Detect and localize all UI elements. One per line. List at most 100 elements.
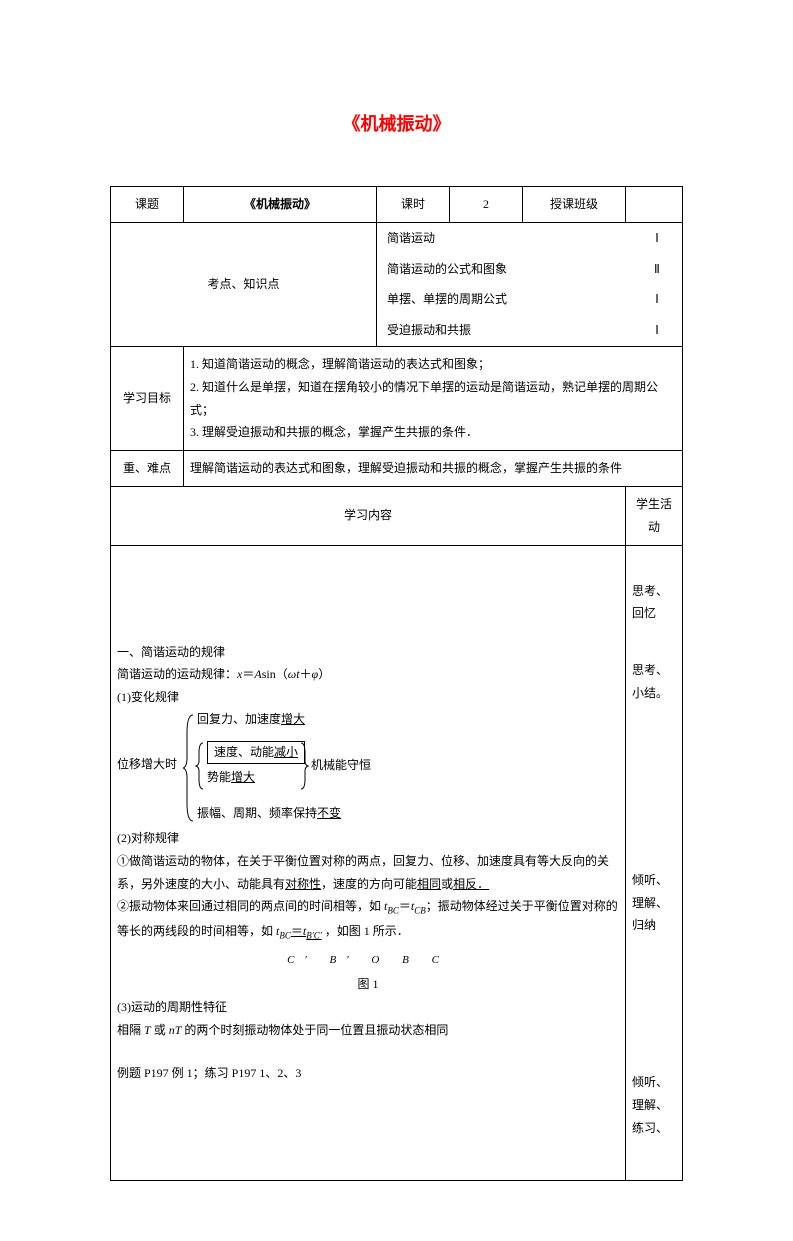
text: ②振动物体来回通过相同的两点间的时间相等，如 <box>117 899 384 913</box>
diagram-mid-suffix: 机械能守恒 <box>311 757 371 774</box>
subscript: B′C′ <box>306 930 321 940</box>
content-row: 一、简谐运动的规律 简谐运动的运动规律：x＝Asin（ωt＋φ） (1)变化规律… <box>111 545 683 1180</box>
knowledge-label: 考点、知识点 <box>111 222 377 346</box>
activity-item: 思考、回忆 <box>632 580 676 626</box>
rule-formula-line: 简谐运动的运动规律：x＝Asin（ωt＋φ） <box>117 663 619 686</box>
knowledge-item: 单摆、单摆的周期公式 Ⅰ <box>377 284 682 315</box>
diagram-line-3: 势能增大 <box>207 769 255 786</box>
activity-column-header: 学生活动 <box>626 486 683 545</box>
symmetry-rule-2: ②振动物体来回通过相同的两点间的时间相等，如 tBC＝tCB；振动物体经过关于平… <box>117 895 619 944</box>
knowledge-item: 简谐运动 Ⅰ <box>377 223 682 254</box>
class-label: 授课班级 <box>523 187 626 223</box>
diagram-text: 速度、动能 <box>214 745 274 759</box>
example-reference: 例题 P197 例 1；练习 P197 1、2、3 <box>117 1062 619 1085</box>
diagram-prefix: 位移增大时 <box>117 753 177 776</box>
page: 《机械振动》 课题 《机械振动》 课时 2 授课班级 考点、知识点 简谐运动 Ⅰ… <box>0 0 793 1241</box>
activity-item: 倾听、理解、归纳 <box>632 869 676 937</box>
spacer <box>632 552 676 580</box>
diagram-line-4: 振幅、周期、频率保持不变 <box>197 805 341 822</box>
subscript: BC <box>279 930 291 940</box>
knowledge-item: 简谐运动的公式和图象 Ⅱ <box>377 254 682 285</box>
formula-op: ＋ <box>300 667 312 681</box>
symmetry-rule-1: ①做简谐运动的物体，在关于平衡位置对称的两点，回复力、位移、加速度具有等大反向的… <box>117 850 619 896</box>
topic-value: 《机械振动》 <box>184 187 377 223</box>
text: ＝ <box>399 899 411 913</box>
underline-text: 对称性 <box>285 877 321 891</box>
subsection-label: (1)变化规律 <box>117 686 619 709</box>
knowledge-item-name: 单摆、单摆的周期公式 <box>387 288 642 311</box>
keypoints-label: 重、难点 <box>111 451 184 487</box>
activity-cell: 思考、回忆 思考、小结。 倾听、理解、归纳 倾听、理解、练习、 <box>626 545 683 1180</box>
keypoints-text: 理解简谐运动的表达式和图象，理解受迫振动和共振的概念，掌握产生共振的条件 <box>184 451 683 487</box>
diagram-underline: 不变 <box>317 806 341 820</box>
spacer <box>632 971 676 1071</box>
spacer <box>632 739 676 869</box>
header-row: 课题 《机械振动》 课时 2 授课班级 <box>111 187 683 223</box>
periodicity-text: 相隔 T 或 nT 的两个时刻振动物体处于同一位置且振动状态相同 <box>117 1019 619 1042</box>
knowledge-item-level: Ⅱ <box>642 258 672 281</box>
knowledge-item-level: Ⅰ <box>642 319 672 342</box>
text: 的两个时刻振动物体处于同一位置且振动状态相同 <box>181 1023 448 1037</box>
objective-line: 2. 知道什么是单摆，知道在摆角较小的情况下单摆的运动是简谐运动，熟记单摆的周期… <box>190 376 676 422</box>
diagram-boxed: 速度、动能减小 <box>207 741 305 764</box>
text: 或 <box>151 1023 169 1037</box>
var: T <box>144 1023 151 1037</box>
var: nT <box>169 1023 182 1037</box>
text: 相隔 <box>117 1023 144 1037</box>
figure-1-axis: C′ B′ O B C <box>117 950 619 971</box>
knowledge-list: 简谐运动 Ⅰ 简谐运动的公式和图象 Ⅱ 单摆、单摆的周期公式 Ⅰ 受迫振动和共振… <box>377 222 683 346</box>
subsection-label: (2)对称规律 <box>117 827 619 850</box>
objectives-row: 学习目标 1. 知道简谐运动的概念，理解简谐运动的表达式和图象； 2. 知道什么… <box>111 346 683 450</box>
formula-fn: sin（ <box>262 667 288 681</box>
topic-label: 课题 <box>111 187 184 223</box>
diagram-underline: 增大 <box>231 770 255 784</box>
knowledge-item-level: Ⅰ <box>642 227 672 250</box>
formula-op: ＝ <box>242 667 254 681</box>
activity-item: 思考、小结。 <box>632 659 676 705</box>
diagram-text: 回复力、加速度 <box>197 712 281 726</box>
formula-var: ωt <box>288 667 300 681</box>
objective-line: 1. 知道简谐运动的概念，理解简谐运动的表达式和图象； <box>190 353 676 376</box>
formula-close: ） <box>318 667 330 681</box>
activity-item: 倾听、理解、练习、 <box>632 1071 676 1139</box>
rule-prefix: 简谐运动的运动规律： <box>117 667 237 681</box>
underline-text: ＝ <box>291 924 303 938</box>
knowledge-item-name: 简谐运动的公式和图象 <box>387 258 642 281</box>
section-heading: 一、简谐运动的规律 <box>117 641 619 664</box>
formula-var: A <box>254 667 261 681</box>
knowledge-item-level: Ⅰ <box>642 288 672 311</box>
diagram-text: 振幅、周期、频率保持 <box>197 806 317 820</box>
diagram-underline: 增大 <box>281 712 305 726</box>
knowledge-item-name: 简谐运动 <box>387 227 642 250</box>
document-title: 《机械振动》 <box>110 110 683 136</box>
spacer <box>117 1042 619 1062</box>
objectives-text: 1. 知道简谐运动的概念，理解简谐运动的表达式和图象； 2. 知道什么是单摆，知… <box>184 346 683 450</box>
class-value <box>626 187 683 223</box>
knowledge-row: 考点、知识点 简谐运动 Ⅰ 简谐运动的公式和图象 Ⅱ 单摆、单摆的周期公式 Ⅰ … <box>111 222 683 346</box>
period-label: 课时 <box>377 187 450 223</box>
knowledge-item: 受迫振动和共振 Ⅰ <box>377 315 682 346</box>
subsection-label: (3)运动的周期性特征 <box>117 996 619 1019</box>
objective-line: 3. 理解受迫振动和共振的概念，掌握产生共振的条件． <box>190 421 676 444</box>
diagram-underline: 减小 <box>274 745 298 759</box>
text: ，速度的方向可能 <box>321 877 417 891</box>
diagram-line-2: 速度、动能减小 <box>207 741 305 764</box>
objectives-label: 学习目标 <box>111 346 184 450</box>
content-column-header: 学习内容 <box>111 486 626 545</box>
content-cell: 一、简谐运动的规律 简谐运动的运动规律：x＝Asin（ωt＋φ） (1)变化规律… <box>111 545 626 1180</box>
diagram-line-1: 回复力、加速度增大 <box>197 711 305 728</box>
keypoints-row: 重、难点 理解简谐运动的表达式和图象，理解受迫振动和共振的概念，掌握产生共振的条… <box>111 451 683 487</box>
figure-1-caption: 图 1 <box>117 973 619 996</box>
underline-text: 相反． <box>453 877 489 891</box>
text: ，如图 1 所示． <box>322 924 409 938</box>
period-value: 2 <box>450 187 523 223</box>
diagram-text: 势能 <box>207 770 231 784</box>
text: 或 <box>441 877 453 891</box>
underline-text: 相同 <box>417 877 441 891</box>
subscript: BC <box>387 906 399 916</box>
subscript: CB <box>414 906 426 916</box>
lesson-plan-table: 课题 《机械振动》 课时 2 授课班级 考点、知识点 简谐运动 Ⅰ 简谐运动的公… <box>110 186 683 1181</box>
knowledge-item-name: 受迫振动和共振 <box>387 319 642 342</box>
change-rule-diagram: 位移增大时 回复力、加速度增大 <box>117 713 619 823</box>
content-header-row: 学习内容 学生活动 <box>111 486 683 545</box>
